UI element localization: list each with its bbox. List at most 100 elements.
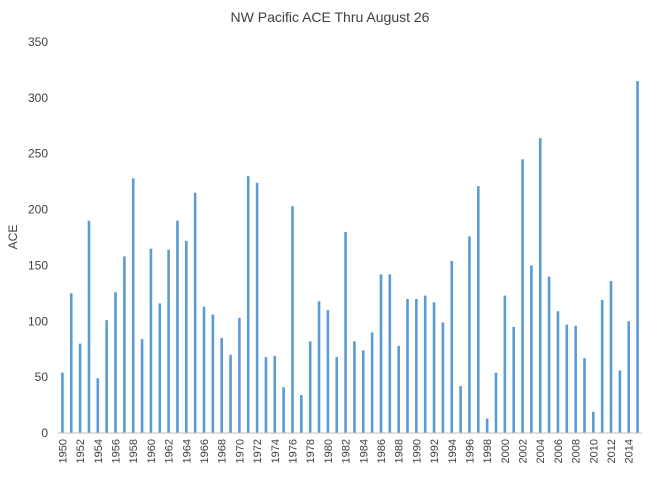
x-tick-label: 1984 (358, 439, 370, 463)
bar-1967 (211, 314, 215, 433)
bar-1969 (229, 354, 232, 433)
x-tick-label: 1976 (287, 439, 299, 463)
bar-2002 (521, 159, 524, 434)
x-tick-label: 2014 (624, 439, 636, 463)
x-tick-label: 1978 (305, 439, 317, 463)
bar-1982 (344, 231, 347, 433)
x-tick-label: 2010 (588, 439, 600, 463)
bar-1992 (432, 302, 436, 433)
bar-2000 (503, 295, 507, 433)
bar-2003 (530, 265, 533, 433)
bar-1981 (335, 357, 339, 433)
bar-1971 (246, 176, 250, 433)
y-tick-label: 300 (28, 91, 48, 105)
bar-1984 (361, 350, 365, 433)
bar-1957 (123, 256, 126, 433)
bar-2011 (600, 300, 604, 433)
x-tick-label: 1988 (394, 439, 406, 463)
bar-1970 (238, 317, 241, 433)
bar-1996 (468, 236, 471, 433)
bar-1963 (176, 220, 179, 433)
bar-2005 (547, 276, 551, 433)
x-tick-label: 1952 (75, 439, 87, 463)
x-tick-label: 1998 (482, 439, 494, 463)
y-tick-label: 350 (28, 35, 48, 49)
bar-2010 (592, 411, 595, 433)
x-tick-label: 2000 (500, 439, 512, 463)
bar-1991 (423, 295, 427, 433)
bar-1990 (415, 298, 418, 433)
bar-1978 (308, 341, 312, 433)
x-tick-label: 1966 (199, 439, 211, 463)
bar-1997 (477, 186, 480, 433)
x-tick-label: 1958 (128, 439, 140, 463)
x-tick-label: 1994 (447, 439, 459, 463)
bar-1974 (273, 355, 277, 433)
bar-1986 (379, 274, 383, 433)
chart-title: NW Pacific ACE Thru August 26 (231, 9, 430, 25)
y-tick-label: 150 (28, 258, 48, 272)
x-tick-label: 1990 (411, 439, 423, 463)
bar-1958 (131, 178, 135, 433)
bar-2013 (618, 370, 622, 433)
bar-1999 (494, 372, 498, 433)
x-tick-label: 1980 (323, 439, 335, 463)
x-tick-label: 1954 (93, 439, 105, 463)
bar-1956 (114, 292, 117, 433)
bar-1960 (149, 248, 153, 433)
bar-1962 (167, 249, 170, 433)
x-tick-labels: 1950 1952 1954 1956 1958 1960 1962 1964 1966 1968… (57, 439, 635, 463)
bar-1964 (185, 240, 188, 433)
bar-1953 (87, 220, 91, 433)
x-tick-label: 2004 (535, 439, 547, 463)
bar-1955 (105, 320, 108, 433)
y-tick-label: 0 (41, 426, 48, 440)
bar-1954 (96, 378, 100, 433)
x-tick-label: 1972 (252, 439, 264, 463)
bar-1980 (326, 310, 330, 433)
bar-2007 (565, 324, 569, 433)
bar-1995 (459, 386, 462, 433)
bar-2012 (609, 281, 613, 433)
bar-1972 (255, 182, 259, 433)
bar-1975 (282, 387, 285, 433)
bar-1977 (300, 395, 303, 433)
x-tick-label: 1970 (234, 439, 246, 463)
bar-2001 (512, 326, 515, 433)
bar-1959 (140, 339, 144, 433)
y-axis-label: ACE (6, 225, 20, 250)
x-tick-label: 2006 (553, 439, 565, 463)
bar-1994 (450, 260, 454, 433)
bar-2014 (627, 321, 631, 433)
bar-2008 (574, 325, 577, 433)
bar-1985 (370, 332, 374, 433)
x-tick-label: 1960 (146, 439, 158, 463)
bar-1976 (291, 206, 294, 433)
y-tick-label: 200 (28, 203, 48, 217)
y-tick-label: 250 (28, 147, 48, 161)
y-tick-label: 50 (35, 370, 49, 384)
x-tick-label: 2012 (606, 439, 618, 463)
bar-1966 (202, 306, 206, 433)
bar-2015 (636, 81, 639, 433)
bar-1979 (317, 301, 321, 433)
bar-2004 (538, 138, 542, 433)
bar-1965 (193, 192, 197, 433)
bar-1983 (353, 341, 356, 433)
bar-1952 (78, 343, 82, 433)
x-tick-label: 1964 (181, 439, 193, 463)
bar-1973 (264, 357, 268, 433)
bars (61, 81, 639, 434)
y-tick-label: 100 (28, 314, 48, 328)
bar-1989 (406, 298, 409, 433)
bar-2009 (583, 358, 586, 433)
x-tick-label: 1962 (164, 439, 176, 463)
bar-1993 (441, 322, 445, 433)
bar-1951 (69, 293, 73, 433)
x-tick-label: 1974 (270, 439, 282, 463)
x-tick-label: 1968 (217, 439, 229, 463)
y-tick-labels: 0 50 100 150 200 250 300 350 (28, 35, 48, 440)
bar-1987 (388, 274, 392, 433)
bar-1988 (397, 345, 400, 433)
